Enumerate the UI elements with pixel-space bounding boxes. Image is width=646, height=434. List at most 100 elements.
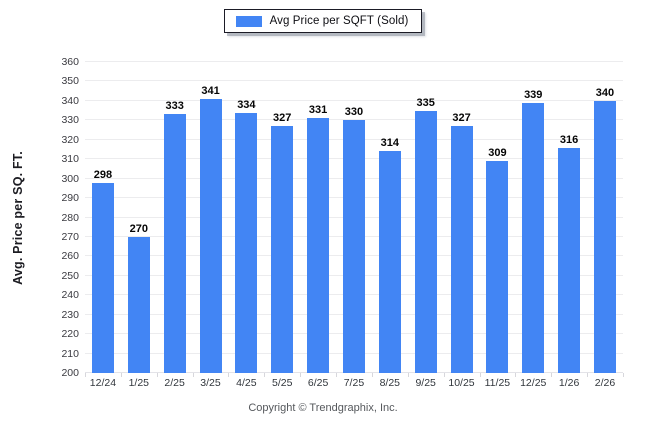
bar-12/25 <box>522 102 545 373</box>
bar-slot: 335 <box>408 62 444 373</box>
bar-value-label: 327 <box>273 112 292 125</box>
y-axis-title: Avg. Price per SQ. FT. <box>11 151 25 285</box>
bar-11/25 <box>486 161 509 373</box>
y-tick-label: 280 <box>61 211 79 224</box>
y-tick-label: 240 <box>61 289 79 302</box>
x-tick-label: 3/25 <box>200 377 221 389</box>
bars-container: 298 270 333 341 334 327 331 330 314 335 327 309 339 3… <box>85 62 623 373</box>
bar-2/25 <box>163 114 186 373</box>
x-tick-mark <box>443 373 445 377</box>
legend-swatch-icon <box>235 15 262 27</box>
bar-slot: 340 <box>587 62 623 373</box>
x-tick-mark <box>623 373 624 377</box>
y-tick-label: 200 <box>61 367 79 379</box>
legend: Avg Price per SQFT (Sold) <box>0 9 646 33</box>
bar-1/25 <box>127 236 150 373</box>
x-tick-mark <box>85 373 86 377</box>
x-axis-labels: 12/24 1/25 2/25 3/25 4/25 5/25 6/25 7/25 8/25 9/2… <box>85 377 623 389</box>
x-tick-mark <box>192 373 194 377</box>
bar-slot: 330 <box>336 62 372 373</box>
bar-4/25 <box>235 112 258 373</box>
bar-12/24 <box>91 182 114 373</box>
x-tick-label: 11/25 <box>484 377 511 389</box>
x-tick-label: 1/26 <box>558 377 580 389</box>
bar-slot: 339 <box>515 62 551 373</box>
y-tick-label: 350 <box>61 75 79 88</box>
x-tick-mark <box>336 373 338 377</box>
bar-10/25 <box>450 126 473 373</box>
x-tick-mark <box>515 373 517 377</box>
x-tick-label: 12/24 <box>89 377 117 389</box>
y-tick-label: 320 <box>61 133 79 146</box>
bar-slot: 316 <box>551 62 587 373</box>
y-tick-label: 230 <box>61 308 79 321</box>
y-tick-label: 330 <box>61 114 79 127</box>
bar-value-label: 330 <box>344 106 364 119</box>
x-tick-mark <box>551 373 553 377</box>
bar-1/26 <box>558 147 581 373</box>
bar-slot: 327 <box>264 62 300 373</box>
bar-slot: 314 <box>372 62 408 373</box>
copyright-text: Copyright © Trendgraphix, Inc. <box>248 402 398 414</box>
y-tick-label: 250 <box>61 269 79 282</box>
bar-slot: 333 <box>157 62 193 373</box>
x-tick-mark <box>300 373 302 377</box>
bar-slot: 331 <box>300 62 336 373</box>
bar-slot: 327 <box>444 62 480 373</box>
gridline <box>85 61 623 62</box>
y-tick-label: 220 <box>61 328 79 341</box>
bar-slot: 341 <box>193 62 229 373</box>
legend-box: Avg Price per SQFT (Sold) <box>223 9 423 33</box>
bar-slot: 309 <box>479 62 515 373</box>
x-tick-label: 2/25 <box>164 377 185 389</box>
y-tick-label: 300 <box>61 172 79 185</box>
x-tick-label: 1/25 <box>128 377 149 389</box>
x-tick-label: 7/25 <box>343 377 365 389</box>
y-tick-label: 270 <box>61 230 79 243</box>
bar-slot: 270 <box>121 62 157 373</box>
x-tick-mark <box>228 373 230 377</box>
x-tick-label: 5/25 <box>272 377 293 389</box>
bar-5/25 <box>271 126 294 373</box>
x-tick-label: 4/25 <box>236 377 257 389</box>
x-tick-label: 9/25 <box>415 377 436 389</box>
bar-value-label: 335 <box>416 96 435 109</box>
x-tick-mark <box>264 373 266 377</box>
x-tick-mark <box>587 373 589 377</box>
bar-value-label: 333 <box>165 100 184 113</box>
bar-slot: 334 <box>228 62 264 373</box>
y-tick-label: 260 <box>61 250 79 263</box>
gridline <box>85 119 623 121</box>
bar-value-label: 298 <box>93 168 113 181</box>
bar-2/26 <box>593 100 616 373</box>
bar-value-label: 340 <box>595 86 615 99</box>
x-tick-label: 8/25 <box>379 377 401 389</box>
bar-7/25 <box>342 120 365 373</box>
bar-8/25 <box>378 151 401 373</box>
y-tick-label: 290 <box>61 192 79 205</box>
y-tick-label: 310 <box>61 153 79 166</box>
x-tick-mark <box>156 373 158 377</box>
bar-value-label: 314 <box>380 137 399 150</box>
gridline <box>85 99 623 101</box>
x-tick-mark <box>407 373 409 377</box>
bar-value-label: 309 <box>488 147 507 160</box>
bar-value-label: 316 <box>559 133 579 146</box>
x-tick-label: 2/26 <box>594 377 616 389</box>
bar-value-label: 334 <box>237 98 256 111</box>
y-tick-label: 360 <box>61 56 79 68</box>
bar-value-label: 327 <box>452 112 471 125</box>
legend-label: Avg Price per SQFT (Sold) <box>269 15 409 27</box>
gridline <box>85 80 623 82</box>
bar-slot: 298 <box>85 62 121 373</box>
plot-area: 298 270 333 341 334 327 331 330 314 335 327 309 339 3… <box>85 61 623 373</box>
x-tick-mark <box>479 373 481 377</box>
bar-value-label: 339 <box>524 88 543 101</box>
y-tick-label: 210 <box>61 347 79 360</box>
y-tick-label: 340 <box>61 94 79 107</box>
bar-6/25 <box>307 118 330 373</box>
x-tick-label: 6/25 <box>307 377 329 389</box>
bar-value-label: 341 <box>201 84 220 97</box>
x-tick-mark <box>371 373 373 377</box>
